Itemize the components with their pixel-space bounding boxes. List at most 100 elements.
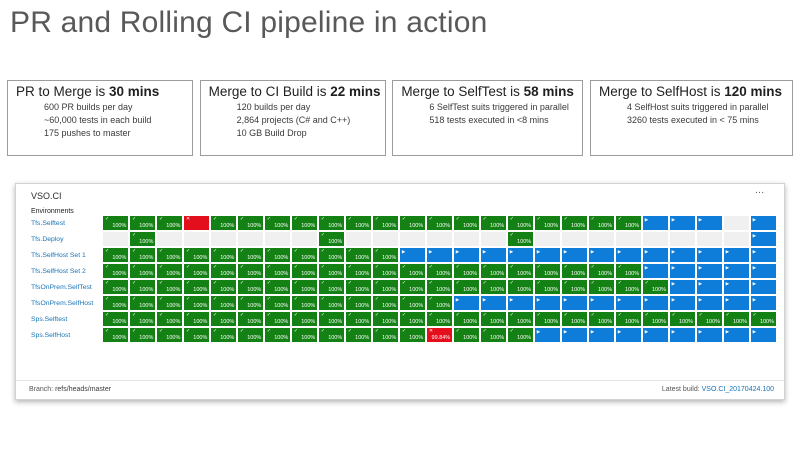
- build-cell-passed[interactable]: ✓ 100%: [318, 264, 345, 278]
- build-cell-running[interactable]: ▶: [696, 296, 723, 310]
- build-cell-passed[interactable]: ✓ 100%: [183, 264, 210, 278]
- build-cell-passed[interactable]: ✓ 100%: [129, 216, 156, 230]
- build-cell-passed[interactable]: ✓ 100%: [264, 216, 291, 230]
- build-cell-passed[interactable]: ✓ 100%: [264, 280, 291, 294]
- build-cell-running[interactable]: ▶: [615, 248, 642, 262]
- build-cell-running[interactable]: ▶: [696, 328, 723, 342]
- build-cell-passed[interactable]: ✓ 100%: [453, 216, 480, 230]
- build-cell-running[interactable]: ▶: [507, 296, 534, 310]
- build-cell-passed[interactable]: ✓ 100%: [210, 296, 237, 310]
- build-cell-passed[interactable]: ✓ 100%: [264, 312, 291, 326]
- build-cell-passed[interactable]: ✓ 100%: [507, 264, 534, 278]
- build-cell-running[interactable]: ▶: [750, 216, 777, 230]
- build-cell-passed[interactable]: ✓ 100%: [372, 328, 399, 342]
- build-cell-passed[interactable]: ✓ 100%: [291, 328, 318, 342]
- build-cell-passed[interactable]: ✓ 100%: [561, 264, 588, 278]
- build-cell-passed[interactable]: ✓ 100%: [156, 280, 183, 294]
- environment-link[interactable]: Tfs.Selftest: [31, 219, 65, 227]
- build-cell-passed[interactable]: ✓ 100%: [345, 296, 372, 310]
- build-cell-passed[interactable]: ✓ 100%: [210, 264, 237, 278]
- build-cell-passed[interactable]: ✓ 100%: [291, 264, 318, 278]
- build-cell-passed[interactable]: ✓ 100%: [183, 248, 210, 262]
- build-cell-passed[interactable]: ✓ 100%: [399, 216, 426, 230]
- build-cell-passed[interactable]: ✓ 100%: [183, 312, 210, 326]
- build-cell-running[interactable]: ▶: [696, 216, 723, 230]
- build-cell-running[interactable]: ▶: [615, 296, 642, 310]
- build-cell-passed[interactable]: ✓ 100%: [372, 248, 399, 262]
- build-cell-running[interactable]: ▶: [588, 248, 615, 262]
- build-cell-passed[interactable]: ✓ 100%: [237, 280, 264, 294]
- build-cell-running[interactable]: ▶: [426, 248, 453, 262]
- build-cell-running[interactable]: ▶: [615, 328, 642, 342]
- build-cell-passed[interactable]: ✓ 100%: [156, 296, 183, 310]
- build-cell-passed[interactable]: ✓ 100%: [210, 216, 237, 230]
- build-cell-passed[interactable]: ✓ 100%: [561, 312, 588, 326]
- build-cell-passed[interactable]: ✓ 100%: [210, 312, 237, 326]
- build-cell-passed[interactable]: ✓ 100%: [237, 248, 264, 262]
- build-cell-passed[interactable]: ✓ 100%: [372, 280, 399, 294]
- build-cell-running[interactable]: ▶: [534, 328, 561, 342]
- build-cell-passed[interactable]: ✓ 100%: [264, 248, 291, 262]
- build-cell-running[interactable]: ▶: [723, 280, 750, 294]
- build-cell-passed[interactable]: ✓ 100%: [103, 264, 129, 278]
- build-cell-passed[interactable]: ✓ 100%: [237, 312, 264, 326]
- build-cell-passed[interactable]: ✓ 100%: [615, 312, 642, 326]
- build-cell-passed[interactable]: ✓ 100%: [156, 328, 183, 342]
- build-cell-passed[interactable]: ✓ 100%: [318, 248, 345, 262]
- environment-link[interactable]: TfsOnPrem.SelfHost: [31, 299, 94, 307]
- build-cell-passed[interactable]: ✓ 100%: [372, 216, 399, 230]
- build-cell-running[interactable]: ▶: [669, 248, 696, 262]
- build-cell-running[interactable]: ▶: [399, 248, 426, 262]
- build-cell-passed[interactable]: ✓ 100%: [453, 328, 480, 342]
- build-cell-running[interactable]: ▶: [669, 296, 696, 310]
- build-cell-passed[interactable]: ✓ 100%: [480, 312, 507, 326]
- build-cell-passed[interactable]: ✓ 100%: [103, 248, 129, 262]
- build-cell-passed[interactable]: ✓ 100%: [534, 264, 561, 278]
- build-cell-passed[interactable]: ✓ 100%: [561, 216, 588, 230]
- build-cell-passed[interactable]: ✓ 100%: [156, 248, 183, 262]
- build-cell-passed[interactable]: ✓ 100%: [103, 296, 129, 310]
- build-cell-passed[interactable]: ✓ 100%: [345, 280, 372, 294]
- build-cell-passed[interactable]: ✓ 100%: [129, 328, 156, 342]
- build-cell-passed[interactable]: ✓ 100%: [615, 280, 642, 294]
- build-cell-passed[interactable]: ✓ 100%: [291, 216, 318, 230]
- build-cell-running[interactable]: ▶: [507, 248, 534, 262]
- build-cell-passed[interactable]: ✓ 100%: [345, 264, 372, 278]
- build-cell-running[interactable]: ▶: [723, 264, 750, 278]
- build-cell-running[interactable]: ▶: [642, 328, 669, 342]
- build-cell-passed[interactable]: ✓ 100%: [588, 264, 615, 278]
- build-cell-passed[interactable]: ✓ 100%: [426, 312, 453, 326]
- build-cell-passed[interactable]: ✓ 100%: [426, 264, 453, 278]
- build-cell-running[interactable]: ▶: [750, 232, 777, 246]
- build-cell-passed[interactable]: ✓ 100%: [237, 264, 264, 278]
- build-cell-running[interactable]: ▶: [723, 328, 750, 342]
- build-cell-running[interactable]: ▶: [480, 248, 507, 262]
- build-cell-running[interactable]: ▶: [750, 328, 777, 342]
- build-cell-passed[interactable]: ✓ 100%: [480, 264, 507, 278]
- build-cell-passed[interactable]: ✓ 100%: [103, 328, 129, 342]
- build-cell-passed[interactable]: ✓ 100%: [507, 328, 534, 342]
- build-cell-passed[interactable]: ✓ 100%: [237, 296, 264, 310]
- environment-link[interactable]: TfsOnPrem.SelfTest: [31, 283, 92, 291]
- build-cell-passed[interactable]: ✓ 100%: [156, 216, 183, 230]
- build-cell-passed[interactable]: ✓ 100%: [318, 232, 345, 246]
- build-cell-failed[interactable]: ✕: [183, 216, 210, 230]
- environment-link[interactable]: Tfs.Deploy: [31, 235, 64, 243]
- build-cell-running[interactable]: ▶: [642, 216, 669, 230]
- build-cell-running[interactable]: ▶: [669, 328, 696, 342]
- build-cell-passed[interactable]: ✓ 100%: [480, 280, 507, 294]
- build-cell-passed[interactable]: ✓ 100%: [210, 280, 237, 294]
- latest-build-link[interactable]: VSO.CI_20170424.100: [701, 386, 774, 393]
- build-cell-running[interactable]: ▶: [588, 296, 615, 310]
- build-cell-running[interactable]: ▶: [696, 264, 723, 278]
- build-cell-passed[interactable]: ✓ 100%: [156, 312, 183, 326]
- build-cell-running[interactable]: ▶: [453, 248, 480, 262]
- environment-link[interactable]: Tfs.SelfHost Set 1: [31, 251, 86, 259]
- build-cell-passed[interactable]: ✓ 100%: [534, 216, 561, 230]
- build-cell-passed[interactable]: ✓ 100%: [426, 296, 453, 310]
- build-cell-passed[interactable]: ✓ 100%: [507, 216, 534, 230]
- build-cell-passed[interactable]: ✓ 100%: [615, 264, 642, 278]
- build-cell-passed[interactable]: ✓ 100%: [507, 232, 534, 246]
- build-cell-passed[interactable]: ✓ 100%: [372, 264, 399, 278]
- build-cell-passed[interactable]: ✓ 100%: [345, 312, 372, 326]
